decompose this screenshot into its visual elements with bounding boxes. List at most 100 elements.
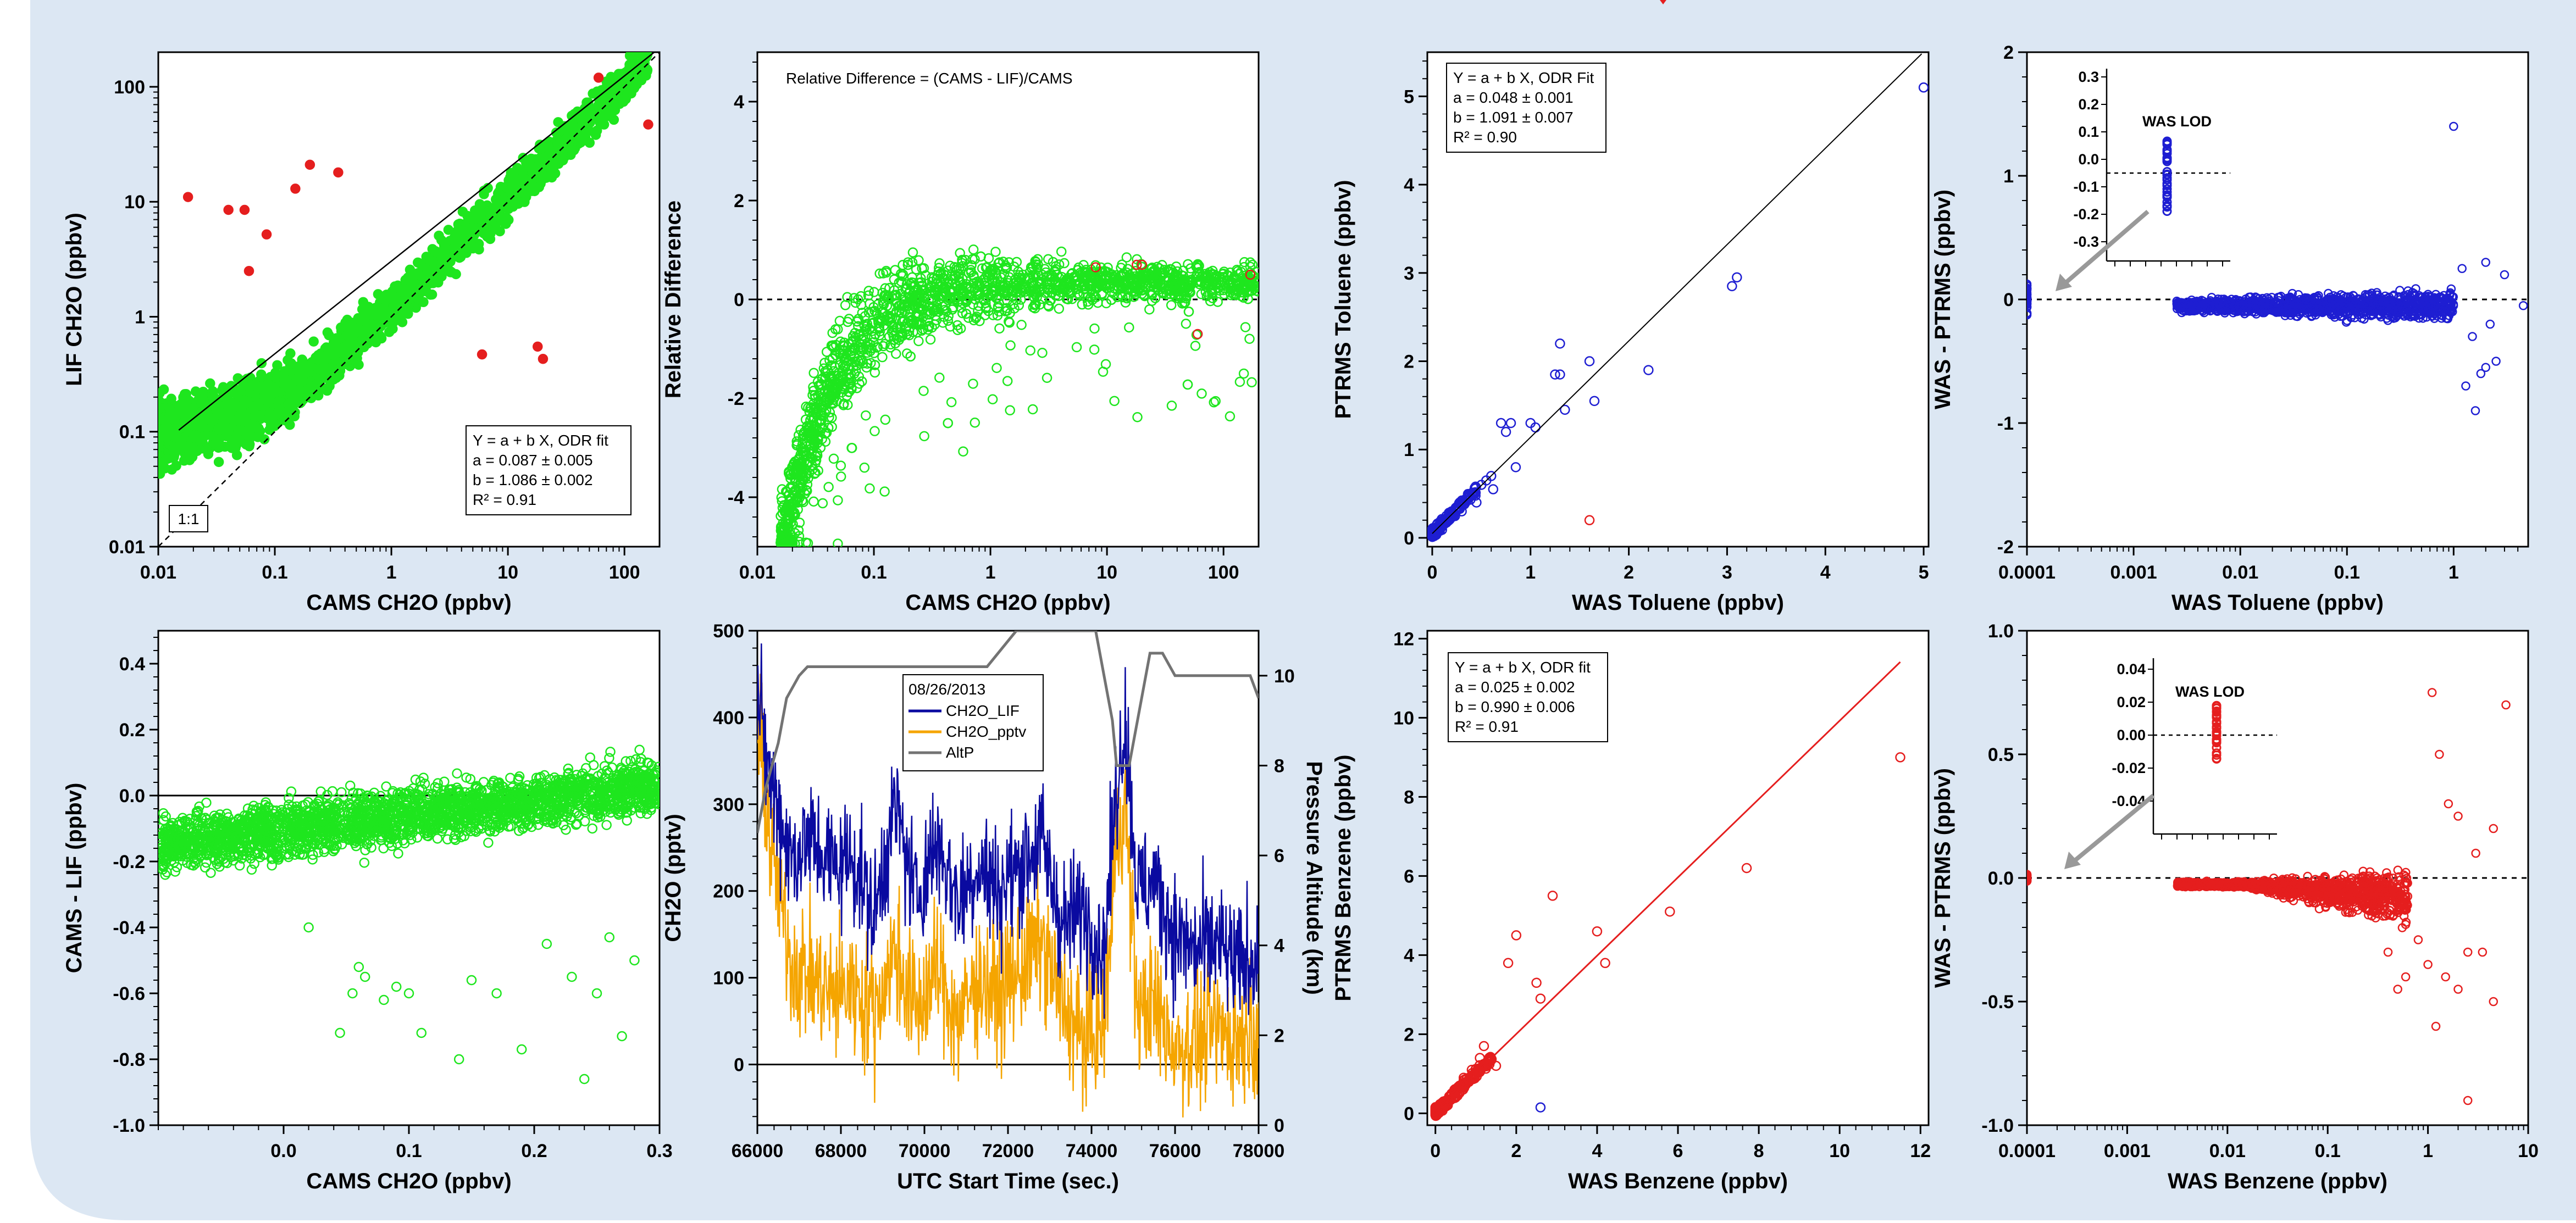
- x-tick-label: 0.01: [2222, 562, 2258, 583]
- one-to-one-label: 1:1: [178, 510, 200, 527]
- data-point: [594, 102, 602, 110]
- data-point: [468, 214, 477, 223]
- x-tick-label: 1: [985, 562, 996, 583]
- data-point: [337, 344, 346, 353]
- y-tick-label: 10: [124, 192, 145, 213]
- data-point: [245, 383, 254, 392]
- data-point: [478, 350, 486, 359]
- x-tick-label: 5: [1919, 562, 1929, 583]
- data-point: [265, 387, 274, 396]
- data-point: [162, 417, 170, 426]
- data-point: [224, 205, 233, 214]
- y-tick-label: 0.1: [119, 422, 145, 443]
- data-point: [385, 327, 394, 336]
- y-tick-label: 2: [1404, 352, 1414, 373]
- data-point: [334, 168, 342, 177]
- data-point: [295, 386, 303, 394]
- data-point: [594, 73, 603, 82]
- data-point: [360, 327, 369, 336]
- y-tick-label: 4: [1404, 175, 1414, 196]
- y-tick-label: 0: [2003, 290, 2014, 310]
- y-tick-label: 0: [1404, 528, 1414, 549]
- y-axis-label: WAS - PTRMS (ppbv): [1931, 190, 1955, 409]
- data-point: [214, 458, 223, 466]
- y-tick-label: 0.01: [109, 537, 145, 558]
- data-point: [496, 227, 505, 236]
- data-point: [396, 310, 405, 319]
- data-point: [213, 442, 222, 451]
- data-point: [335, 334, 344, 343]
- data-point: [228, 436, 236, 445]
- y-tick-label: 2: [2003, 42, 2014, 63]
- x-tick-label: 100: [609, 562, 640, 583]
- data-point: [350, 329, 359, 338]
- x-tick-label: 0.0001: [1998, 562, 2056, 583]
- data-point: [323, 386, 331, 395]
- fit-text: a = 0.048 ± 0.001: [1453, 89, 1574, 106]
- data-point: [530, 163, 539, 172]
- data-point: [172, 406, 181, 415]
- data-point: [167, 394, 176, 403]
- data-point: [564, 124, 573, 132]
- x-tick-label: 0.001: [2110, 562, 2157, 583]
- y-axis-label: Relative Difference: [661, 201, 685, 398]
- data-point: [361, 308, 369, 317]
- data-point: [255, 412, 264, 420]
- y-tick-label: 1: [135, 307, 145, 327]
- data-point: [291, 184, 300, 193]
- data-point: [172, 462, 181, 470]
- data-point: [292, 374, 301, 383]
- fit-text: R² = 0.91: [473, 491, 536, 508]
- y-tick-label: -1: [1997, 413, 2014, 434]
- x-axis-label: CAMS CH2O (ppbv): [905, 591, 1110, 615]
- data-point: [315, 375, 324, 384]
- y-tick-label: 1: [2003, 166, 2014, 187]
- data-point: [324, 348, 333, 357]
- data-point: [222, 413, 231, 421]
- relative-difference-annotation: Relative Difference = (CAMS - LIF)/CAMS: [786, 70, 1073, 87]
- fit-text: Y = a + b X, ODR fit: [473, 432, 608, 449]
- data-point: [373, 312, 381, 320]
- data-point: [306, 160, 314, 169]
- fit-text: R² = 0.90: [1453, 129, 1517, 146]
- data-point: [458, 207, 467, 216]
- y-tick-label: 0: [734, 290, 744, 310]
- y-tick-label: 1: [1404, 440, 1414, 460]
- data-point: [202, 444, 210, 453]
- data-point: [427, 257, 436, 265]
- data-point: [234, 426, 243, 435]
- data-point: [323, 328, 332, 337]
- y-tick-label: -2: [728, 388, 744, 409]
- data-point: [208, 418, 217, 427]
- x-axis-label: WAS Toluene (ppbv): [2171, 591, 2384, 615]
- data-point: [240, 205, 249, 214]
- data-point: [184, 193, 192, 202]
- data-point: [230, 402, 239, 411]
- data-point: [206, 379, 214, 388]
- data-point: [179, 443, 188, 452]
- data-point: [284, 400, 293, 409]
- y-tick-label: -4: [728, 487, 744, 508]
- data-point: [271, 368, 280, 377]
- data-point: [193, 447, 202, 455]
- data-point: [256, 384, 265, 393]
- data-point: [579, 135, 588, 144]
- data-point: [295, 398, 304, 407]
- data-point: [309, 384, 318, 393]
- data-point: [622, 94, 630, 103]
- data-point: [194, 396, 203, 405]
- data-point: [163, 454, 171, 463]
- fit-text: a = 0.087 ± 0.005: [473, 452, 593, 469]
- data-point: [507, 169, 516, 177]
- x-tick-label: 0.1: [2334, 562, 2360, 583]
- data-point: [539, 354, 547, 363]
- data-point: [644, 120, 652, 129]
- y-tick-label: 2: [734, 191, 744, 212]
- y-tick-label: 4: [734, 92, 744, 113]
- x-tick-label: 3: [1722, 562, 1732, 583]
- x-tick-label: 0.01: [140, 562, 176, 583]
- data-point: [464, 227, 473, 236]
- data-point: [510, 181, 519, 190]
